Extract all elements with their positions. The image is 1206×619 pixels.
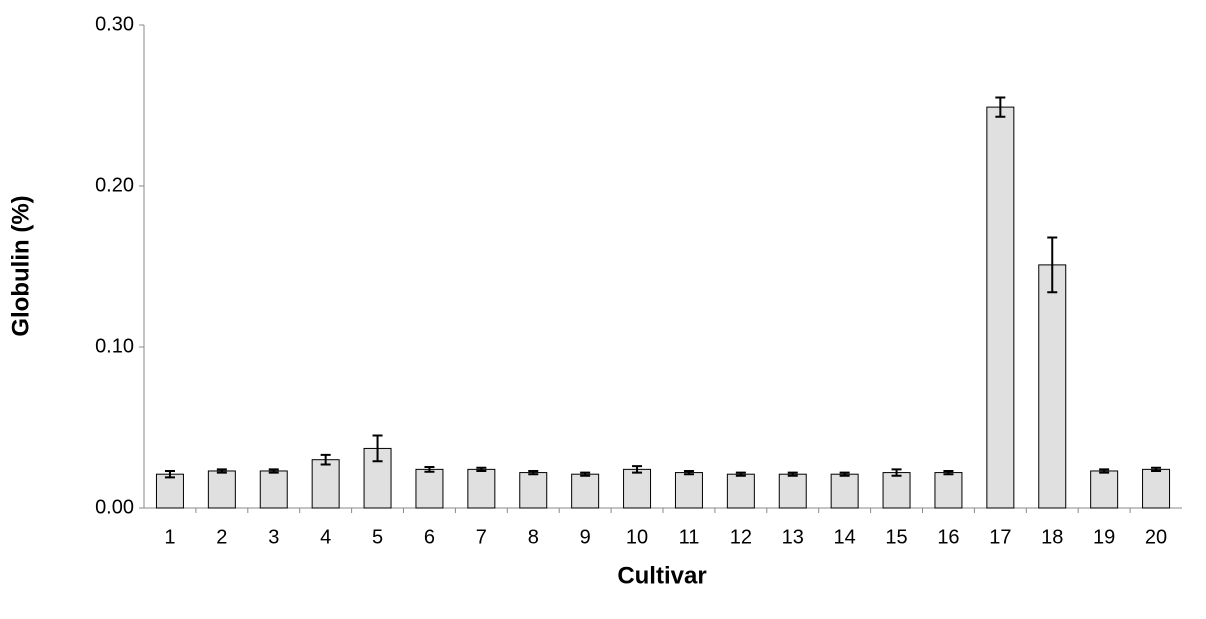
error-bar [424, 465, 435, 473]
error-bar [372, 434, 383, 463]
x-tick-label: 6 [424, 526, 435, 548]
x-tick-label: 10 [626, 526, 648, 548]
x-tick-label: 5 [372, 526, 383, 548]
error-bar [528, 469, 539, 476]
error-bar [632, 465, 643, 474]
bar [934, 472, 963, 509]
error-bar [891, 468, 902, 477]
x-tick-label: 11 [679, 526, 700, 548]
bar [415, 468, 444, 509]
error-bar [580, 471, 591, 477]
bar [1090, 470, 1119, 509]
bar [1142, 468, 1171, 509]
bar [311, 459, 340, 509]
error-bar [735, 471, 746, 477]
y-tick-label: 0.00 [95, 496, 134, 518]
x-tick-label: 17 [989, 526, 1011, 548]
y-axis-title: Globulin (%) [7, 195, 34, 336]
error-bar [164, 469, 175, 479]
x-tick-label: 13 [782, 526, 804, 548]
bar [778, 473, 807, 509]
bar [571, 473, 600, 509]
x-tick-label: 14 [834, 526, 856, 548]
x-tick-label: 1 [164, 526, 175, 548]
y-tick-label: 0.30 [95, 13, 134, 35]
bar [259, 470, 288, 509]
x-tick-label: 7 [476, 526, 487, 548]
bar [882, 472, 911, 509]
x-tick-label: 15 [885, 526, 907, 548]
x-tick-label: 20 [1145, 526, 1167, 548]
bar [155, 473, 184, 509]
bar [674, 472, 703, 509]
x-tick-label: 4 [320, 526, 331, 548]
bar [467, 468, 496, 509]
error-bar [268, 468, 279, 474]
x-tick-label: 2 [216, 526, 227, 548]
x-tick-label: 8 [528, 526, 539, 548]
error-bar [1047, 236, 1058, 294]
error-bar [839, 471, 850, 477]
error-bar [943, 469, 954, 476]
bar [986, 106, 1015, 509]
x-tick-label: 19 [1093, 526, 1115, 548]
error-bar [476, 466, 487, 472]
x-tick-label: 9 [580, 526, 591, 548]
bar [726, 473, 755, 509]
x-tick-label: 12 [730, 526, 752, 548]
bar [207, 470, 236, 509]
error-bar [995, 96, 1006, 118]
error-bar [1151, 466, 1162, 472]
error-bar [320, 453, 331, 466]
error-bar [216, 468, 227, 474]
x-tick-label: 16 [937, 526, 959, 548]
bar [519, 472, 548, 509]
error-bar [787, 471, 798, 477]
y-tick-label: 0.20 [95, 174, 134, 196]
error-bar [1099, 468, 1110, 474]
x-axis-title: Cultivar [617, 562, 706, 589]
x-tick-label: 3 [268, 526, 279, 548]
y-tick-label: 0.10 [95, 335, 134, 357]
bar [623, 468, 652, 509]
bar [830, 473, 859, 509]
error-bar [683, 469, 694, 476]
bar [1038, 264, 1067, 509]
x-tick-label: 18 [1041, 526, 1063, 548]
